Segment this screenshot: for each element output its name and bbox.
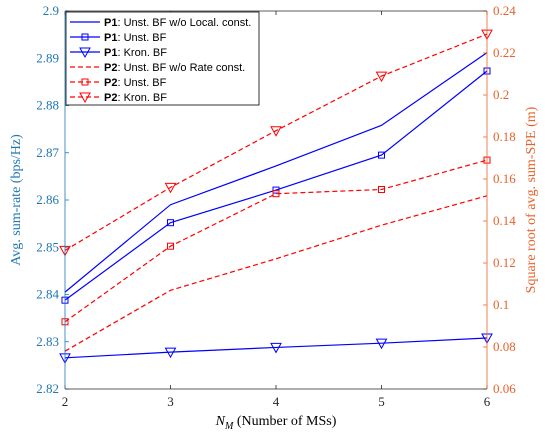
legend-entry: P1: Unst. BF w/o Local. const. xyxy=(104,17,251,29)
y-left-tick-label: 2.82 xyxy=(36,381,59,396)
x-tick-label: 5 xyxy=(378,394,385,409)
data-point xyxy=(270,126,282,137)
legend-entry: P2: Kron. BF xyxy=(104,92,167,104)
x-tick-label: 4 xyxy=(273,394,280,409)
data-point xyxy=(272,190,280,198)
legend-marker xyxy=(81,33,89,41)
data-point xyxy=(270,342,282,354)
x-tick-label: 2 xyxy=(62,394,69,409)
y-right-tick-label: 0.06 xyxy=(493,381,516,396)
data-point xyxy=(167,219,174,227)
x-tick-label: 3 xyxy=(167,394,174,409)
x-axis-label: NM (Number of MSs) xyxy=(215,414,337,432)
y-right-tick-label: 0.08 xyxy=(493,339,516,354)
y-left-tick-label: 2.88 xyxy=(36,98,59,113)
y-left-tick-label: 2.87 xyxy=(36,145,59,160)
y-right-tick-label: 0.1 xyxy=(493,297,509,312)
series-line xyxy=(64,52,488,293)
x-tick-label: 6 xyxy=(484,394,491,409)
series-line xyxy=(64,337,488,359)
x-axis-label-sub: M xyxy=(224,421,234,432)
series-layer xyxy=(59,29,493,364)
y-axis-left-label: Avg. sum-rate (bps/Hz) xyxy=(9,134,24,266)
series-line xyxy=(64,195,488,352)
y-left-tick-label: 2.85 xyxy=(36,239,59,254)
data-point xyxy=(164,182,177,194)
y-right-tick-label: 0.14 xyxy=(493,213,516,228)
axes: 2 3 4 5 6 2.82 2.83 2.84 2.85 2.86 2.87 2.88 2.89 2.9… xyxy=(36,3,516,409)
y-right-tick-label: 0.22 xyxy=(493,45,516,60)
legend-entry: P1: Unst. BF xyxy=(104,32,167,44)
legend-entry: P2: Unst. BF xyxy=(104,77,167,89)
data-point xyxy=(378,151,385,159)
data-point xyxy=(378,186,385,193)
series-line xyxy=(64,33,488,251)
data-point xyxy=(167,242,174,250)
y-left-tick-label: 2.83 xyxy=(36,334,59,349)
y-right-tick-label: 0.2 xyxy=(493,87,509,102)
y-right-tick-label: 0.18 xyxy=(493,129,516,144)
legend-marker xyxy=(81,78,89,86)
y-left-tick-label: 2.89 xyxy=(36,50,59,65)
data-point xyxy=(272,186,280,194)
legend-entry: P1: Kron. BF xyxy=(104,47,167,59)
data-point xyxy=(375,71,388,83)
y-right-tick-label: 0.16 xyxy=(493,171,516,186)
y-axis-right-label: Square root of avg. sum-SPE (m) xyxy=(524,106,539,293)
x-axis-label-main: N xyxy=(215,414,226,429)
y-right-tick-label: 0.24 xyxy=(493,3,516,18)
data-point xyxy=(375,338,388,350)
y-left-tick-label: 2.86 xyxy=(36,192,59,207)
legend-box xyxy=(65,11,260,106)
y-right-tick-label: 0.12 xyxy=(493,255,516,270)
y-left-tick-label: 2.84 xyxy=(36,287,59,302)
legend: P1: Unst. BF w/o Local. const. P1: Unst. … xyxy=(65,11,260,106)
series-line xyxy=(64,70,488,301)
legend-entry: P2: Unst. BF w/o Rate const. xyxy=(104,62,245,74)
legend-marker xyxy=(79,47,91,59)
legend-marker xyxy=(79,92,91,104)
x-axis-label-rest: (Number of MSs) xyxy=(233,414,336,429)
data-point xyxy=(164,347,177,359)
y-left-tick-label: 2.9 xyxy=(43,3,59,18)
